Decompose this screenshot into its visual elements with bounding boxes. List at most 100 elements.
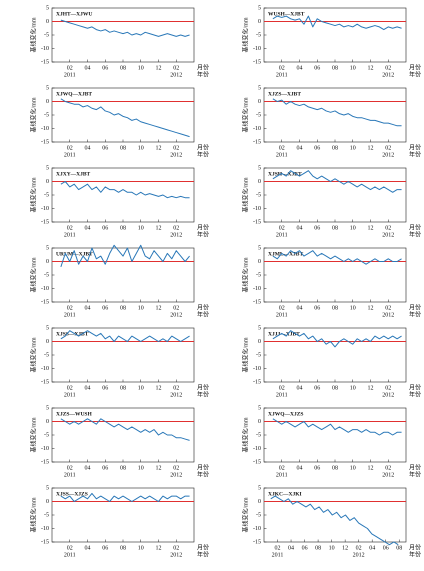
y-tick-label: 0 <box>258 99 261 105</box>
series-line <box>60 418 190 441</box>
x-tick-label: 04 <box>297 305 303 311</box>
y-tick-label: -15 <box>253 59 261 65</box>
x-axis-title-2: 年份 <box>409 550 421 558</box>
x-axis-title: 月份 <box>409 303 421 311</box>
y-tick-label: -5 <box>256 32 261 38</box>
year-label: 2011 <box>276 152 288 158</box>
y-tick-label: -10 <box>253 366 261 372</box>
panel-title: XJSS—XJBT <box>56 331 89 337</box>
series-line <box>270 495 399 546</box>
x-tick-label: 02 <box>173 145 179 151</box>
y-tick-label: -5 <box>256 272 261 278</box>
x-tick-label: 06 <box>314 305 320 311</box>
year-label: 2011 <box>64 472 76 478</box>
x-tick-label: 12 <box>156 385 162 391</box>
x-tick-label: 02 <box>275 545 281 551</box>
y-axis-title: 基线变化/mm <box>241 257 249 292</box>
year-label: 2012 <box>382 392 394 398</box>
y-tick-label: 0 <box>258 179 261 185</box>
x-tick-label: 06 <box>102 305 108 311</box>
x-tick-label: 08 <box>332 305 338 311</box>
x-tick-label: 12 <box>368 145 374 151</box>
x-tick-label: 02 <box>279 65 285 71</box>
year-label: 2012 <box>170 392 182 398</box>
x-tick-label: 04 <box>85 225 91 231</box>
panel-title: XJWQ—XJZS <box>268 411 303 417</box>
y-tick-label: 5 <box>258 85 261 91</box>
year-label: 2012 <box>170 312 182 318</box>
x-tick-label: 02 <box>385 225 391 231</box>
y-tick-label: 5 <box>258 405 261 411</box>
y-tick-label: -10 <box>253 126 261 132</box>
x-axis-title: 月份 <box>409 463 421 471</box>
y-axis-title: 基线变化/mm <box>29 337 37 372</box>
y-tick-label: -10 <box>253 526 261 532</box>
year-label: 2011 <box>64 232 76 238</box>
y-tick-label: -15 <box>253 219 261 225</box>
x-tick-label: 02 <box>279 385 285 391</box>
year-label: 2012 <box>382 232 394 238</box>
x-tick-label: 02 <box>385 65 391 71</box>
y-tick-label: -15 <box>253 459 261 465</box>
year-label: 2012 <box>382 472 394 478</box>
x-tick-label: 02 <box>173 545 179 551</box>
x-axis-title: 月份 <box>409 63 421 71</box>
y-tick-label: 0 <box>258 499 261 505</box>
panel-title: WUSH—XJBT <box>268 11 305 17</box>
panel-title: XJZS—XJBT <box>268 91 301 97</box>
y-axis-title: 基线变化/mm <box>29 497 37 532</box>
y-axis-title: 基线变化/mm <box>241 337 249 372</box>
year-label: 2012 <box>170 72 182 78</box>
y-tick-label: 0 <box>46 339 49 345</box>
x-tick-label: 02 <box>67 385 73 391</box>
y-tick-label: -15 <box>253 139 261 145</box>
x-tick-label: 08 <box>120 385 126 391</box>
x-tick-label: 02 <box>67 545 73 551</box>
x-tick-label: 02 <box>279 465 285 471</box>
x-axis-title-2: 年份 <box>197 550 209 558</box>
y-tick-label: -10 <box>41 526 49 532</box>
x-tick-label: 02 <box>173 385 179 391</box>
x-tick-label: 02 <box>279 305 285 311</box>
panel-title: URUM—XJBT <box>56 251 93 257</box>
x-tick-label: 08 <box>332 225 338 231</box>
y-tick-label: 0 <box>258 259 261 265</box>
y-tick-label: -15 <box>41 219 49 225</box>
x-tick-label: 06 <box>314 385 320 391</box>
y-tick-label: -15 <box>253 539 261 545</box>
x-tick-label: 08 <box>315 545 321 551</box>
x-axis-title-2: 年份 <box>409 70 421 78</box>
x-tick-label: 10 <box>329 545 335 551</box>
y-axis-title: 基线变化/mm <box>29 17 37 52</box>
series-line <box>60 492 190 502</box>
x-axis-title: 月份 <box>409 143 421 151</box>
x-axis-title-2: 年份 <box>409 390 421 398</box>
panel-title: XJKC—XJKI <box>268 491 302 497</box>
y-tick-label: -15 <box>41 59 49 65</box>
x-tick-label: 04 <box>297 465 303 471</box>
x-tick-label: 02 <box>385 305 391 311</box>
x-tick-label: 08 <box>332 65 338 71</box>
series-line <box>60 19 190 37</box>
series-line <box>60 244 190 268</box>
x-tick-label: 06 <box>102 465 108 471</box>
year-label: 2012 <box>170 232 182 238</box>
y-tick-label: -5 <box>256 192 261 198</box>
x-tick-label: 08 <box>332 385 338 391</box>
y-tick-label: -5 <box>256 432 261 438</box>
x-tick-label: 10 <box>350 65 356 71</box>
x-tick-label: 10 <box>350 385 356 391</box>
x-axis-title-2: 年份 <box>197 310 209 318</box>
panel-title: XJSS—XJZS <box>56 491 88 497</box>
x-tick-label: 02 <box>385 145 391 151</box>
year-label: 2011 <box>64 392 76 398</box>
x-axis-title: 月份 <box>197 463 209 471</box>
y-tick-label: -5 <box>44 192 49 198</box>
y-tick-label: -15 <box>41 459 49 465</box>
year-label: 2011 <box>276 312 288 318</box>
year-label: 2011 <box>276 392 288 398</box>
x-tick-label: 04 <box>288 545 294 551</box>
x-tick-label: 02 <box>67 145 73 151</box>
series-line <box>272 15 402 31</box>
x-tick-label: 12 <box>156 545 162 551</box>
